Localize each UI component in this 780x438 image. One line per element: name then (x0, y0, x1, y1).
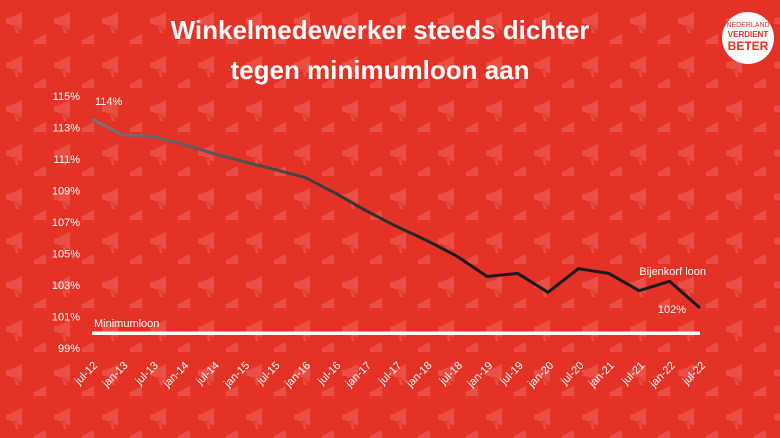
data-label: 114% (95, 96, 123, 108)
series-label: Bijenkorf loon (639, 266, 706, 278)
y-tick-label: 101% (52, 311, 80, 323)
y-tick-label: 111% (53, 154, 80, 166)
y-tick-label: 105% (52, 248, 80, 260)
data-label: 102% (658, 304, 686, 316)
chart-title: tegen minimumloon aan (230, 55, 529, 85)
y-tick-label: 115% (53, 91, 81, 103)
logo-text: BETER (728, 39, 769, 53)
y-tick-label: 113% (53, 122, 81, 134)
y-tick-label: 107% (52, 217, 80, 229)
chart-title: Winkelmedewerker steeds dichter (171, 15, 590, 45)
y-tick-label: 99% (58, 343, 80, 355)
logo-badge (722, 12, 774, 64)
logo-text: NEDERLAND (726, 22, 769, 29)
series-label: Minimumloon (94, 318, 159, 330)
logo-text: VERDIENT (728, 30, 769, 39)
series-line (91, 117, 701, 310)
logo: NEDERLAND VERDIENT BETER (722, 12, 774, 64)
y-tick-label: 109% (52, 185, 80, 197)
y-tick-label: 103% (52, 280, 80, 292)
